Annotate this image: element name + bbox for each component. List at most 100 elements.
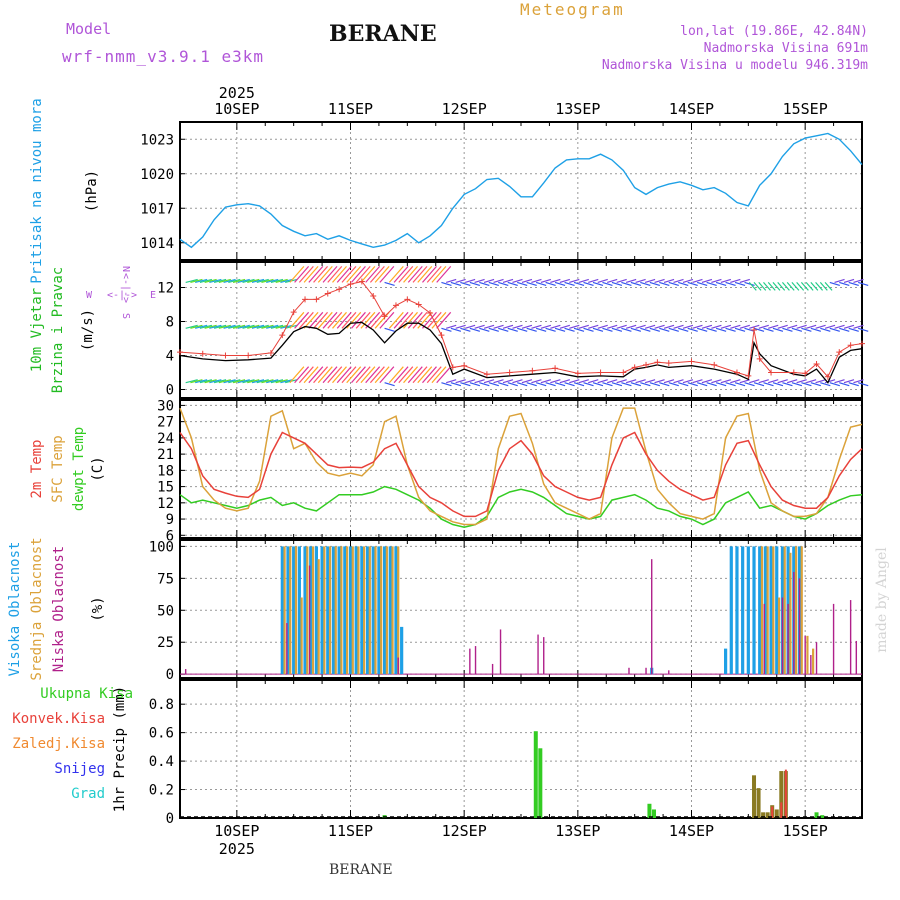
wind-barb — [635, 379, 646, 384]
wind-barb — [379, 311, 395, 329]
wind-barb — [829, 281, 840, 286]
cloud-bar — [365, 546, 370, 675]
wind-barb — [711, 379, 722, 384]
wind-barb — [460, 281, 471, 286]
wind-barb — [355, 366, 371, 384]
cloud-bar — [735, 546, 739, 675]
wind-barb — [393, 311, 409, 329]
precip-bar — [774, 809, 779, 818]
cloud-bar — [308, 565, 311, 675]
wind-barb — [545, 382, 556, 387]
wind-barb — [460, 382, 471, 387]
precip-bar — [771, 806, 774, 818]
wind-barb — [644, 379, 656, 384]
wind-barb — [711, 324, 722, 329]
wind-barb — [824, 324, 836, 329]
cloud-bar — [645, 667, 647, 675]
wind-barb — [739, 324, 750, 329]
wind-barb — [711, 278, 722, 283]
wind-barb — [673, 278, 684, 283]
wind-barb — [517, 382, 528, 387]
wind-gust-marker — [404, 296, 411, 303]
wind-gust-marker — [631, 364, 638, 371]
wind-barb — [588, 278, 599, 283]
wind-barb — [786, 324, 798, 329]
cloud-bar — [741, 546, 745, 675]
wind-barb — [559, 278, 571, 283]
wind-barb — [796, 379, 807, 384]
wind-barb — [407, 266, 423, 283]
wind-gust-marker — [358, 278, 365, 285]
wind-barb — [460, 327, 471, 332]
wind-barb — [564, 281, 575, 286]
cloud-bar — [668, 670, 670, 675]
wind-barb — [493, 379, 504, 384]
y-tick-label: 100 — [149, 539, 174, 555]
x-tick-label-top: 11SEP — [328, 100, 373, 118]
wind-barb — [829, 327, 840, 332]
wind-gust-marker — [415, 301, 422, 308]
wind-gust-marker — [267, 349, 274, 356]
cloud-bar — [383, 546, 387, 675]
wind-barb — [303, 266, 319, 283]
wind-barb — [521, 278, 533, 283]
cloud-bar — [388, 546, 392, 675]
wind-barb — [678, 281, 689, 286]
wind-barb — [592, 327, 604, 332]
compass-n: N — [120, 266, 131, 272]
cloud-bar — [337, 546, 341, 675]
wind-gust-marker — [483, 371, 490, 378]
wind-gust-marker — [790, 369, 797, 376]
cloud-bar — [769, 546, 773, 675]
wind-barb — [294, 366, 310, 384]
wind-barb — [213, 324, 227, 329]
wind-barb — [791, 282, 800, 291]
wind-gust-marker — [177, 349, 183, 356]
cloud-bar — [377, 546, 381, 675]
wind-barb — [659, 382, 670, 387]
wind-barb — [682, 379, 694, 384]
y-tick-label: 1014 — [140, 236, 174, 252]
wind-barb — [488, 382, 499, 387]
wind-gust-marker — [620, 369, 627, 376]
cloud-bar — [724, 648, 728, 675]
wind-barb — [768, 379, 779, 384]
cloud-axis-label2: Srednja Oblacnost — [29, 537, 45, 680]
wind-barb — [251, 324, 265, 329]
wind-gust-marker — [302, 296, 309, 303]
wind-barb — [384, 327, 395, 332]
wind-barb — [488, 327, 499, 332]
wind-gust-marker — [711, 361, 718, 368]
wind-barb — [393, 366, 409, 384]
wind-barb — [663, 379, 675, 384]
wind-barb — [479, 327, 490, 332]
wind-barb — [649, 281, 660, 286]
wind-barb — [223, 379, 236, 384]
wind-barb — [327, 266, 343, 283]
wind-axis-label: 10m Vjetar — [29, 288, 45, 372]
wind-barb — [412, 311, 428, 329]
wind-gust-marker — [506, 369, 513, 376]
wind-barb — [753, 382, 765, 387]
wind-barb — [195, 379, 208, 384]
y-tick-label: 0.6 — [149, 726, 174, 742]
cloud-bar — [815, 642, 818, 675]
wind-barb — [469, 281, 481, 286]
wind-barb — [294, 266, 310, 283]
wind-barb — [791, 327, 803, 332]
cloud-bar — [543, 637, 545, 675]
wind-barb — [682, 278, 694, 283]
wind-barb — [573, 382, 585, 387]
wind-barb — [621, 281, 632, 286]
wind-barb — [781, 282, 790, 291]
wind-barb — [341, 366, 357, 384]
x-tick-label-bottom: 15SEP — [783, 822, 828, 840]
wind-barb — [607, 278, 618, 283]
cloud-bar — [326, 546, 330, 675]
wind-barb — [436, 366, 452, 384]
compass-s: S — [120, 313, 131, 319]
wind-barb — [521, 379, 533, 384]
wind-barb — [782, 327, 793, 332]
wind-barb — [469, 327, 481, 332]
wind-barb — [332, 266, 347, 283]
